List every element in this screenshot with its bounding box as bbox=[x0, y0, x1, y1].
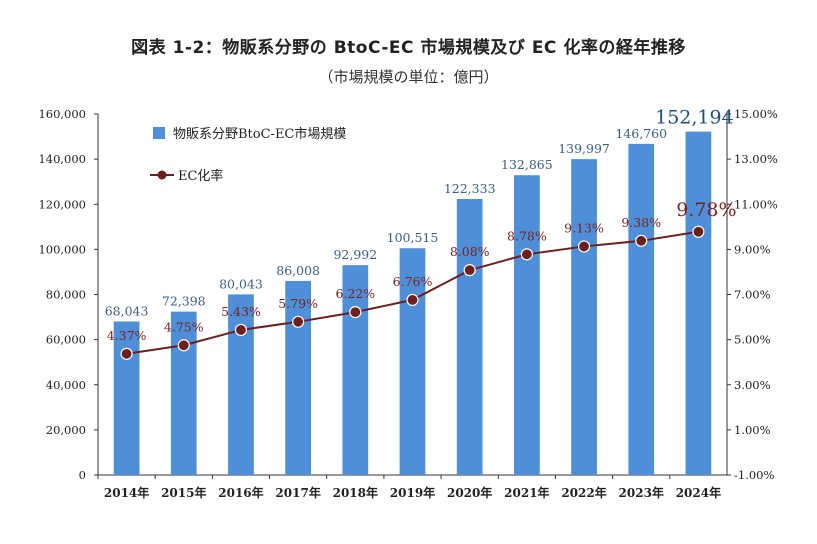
bar-value-label: 152,194 bbox=[655, 107, 734, 129]
ec-rate-label: 5.43% bbox=[221, 304, 261, 319]
ec-rate-point bbox=[406, 293, 419, 307]
ec-rate-label: 8.08% bbox=[450, 244, 490, 259]
legend: 物販系分野BtoC-EC市場規模 EC化率 bbox=[150, 126, 346, 184]
y-right-tick-label: 13.00% bbox=[734, 152, 778, 166]
bar-value-label: 86,008 bbox=[276, 263, 320, 278]
ec-rate-label: 9.38% bbox=[621, 215, 661, 230]
bar bbox=[456, 198, 483, 475]
bar-value-label: 146,760 bbox=[615, 126, 667, 141]
ec-rate-label: 4.75% bbox=[164, 319, 204, 334]
bar bbox=[628, 143, 655, 476]
ec-rate-label: 5.79% bbox=[278, 296, 318, 311]
y-left-tick-label: 140,000 bbox=[38, 152, 86, 166]
ec-rate-label: 6.22% bbox=[335, 286, 375, 301]
bar bbox=[113, 321, 140, 475]
y-left-tick-label: 100,000 bbox=[38, 242, 86, 256]
x-tick-label: 2015年 bbox=[161, 485, 206, 500]
ec-rate-point bbox=[635, 234, 648, 247]
y-right-tick-label: 3.00% bbox=[734, 378, 771, 392]
chart-subtitle: （市場規模の単位：億円） bbox=[318, 68, 499, 86]
x-tick-label: 2014年 bbox=[104, 485, 149, 500]
ec-rate-point bbox=[577, 240, 591, 253]
ec-rate-point bbox=[463, 264, 476, 277]
y-left-tick-label: 120,000 bbox=[38, 197, 86, 211]
ec-rate-point bbox=[292, 315, 305, 328]
bar-value-label: 68,043 bbox=[105, 303, 149, 318]
ec-rate-label: 8.78% bbox=[507, 228, 547, 243]
ec-rate-label: 6.76% bbox=[393, 274, 433, 289]
y-left-tick-label: 80,000 bbox=[46, 288, 86, 302]
x-tick-label: 2020年 bbox=[447, 485, 492, 500]
x-tick-label: 2019年 bbox=[390, 485, 435, 500]
y-left-tick-label: 0 bbox=[79, 468, 86, 482]
bar-value-label: 92,992 bbox=[333, 247, 377, 262]
chart-title: 図表 1-2：物販系分野の BtoC-EC 市場規模及び EC 化率の経年推移 bbox=[131, 38, 686, 58]
data-labels: 68,043 72,398 80,043 86,008 92,992 100,515 122… bbox=[105, 107, 737, 343]
ec-rate-point bbox=[692, 225, 705, 238]
x-tick-label: 2021年 bbox=[504, 485, 549, 500]
ec-rate-point bbox=[520, 248, 533, 261]
bar bbox=[399, 248, 426, 475]
bar-value-label: 80,043 bbox=[219, 276, 263, 291]
y-right-tick-label: 11.00% bbox=[734, 197, 778, 211]
bar-value-label: 132,865 bbox=[501, 157, 553, 172]
chart-axes: 0 20,000 40,000 60,000 80,000 100,000 120,000 1… bbox=[38, 107, 777, 500]
y-right-tick-label: 15.00% bbox=[734, 107, 778, 121]
legend-bar-swatch bbox=[153, 127, 165, 139]
line-series bbox=[120, 225, 705, 360]
bar-value-label: 139,997 bbox=[558, 141, 610, 156]
legend-line-marker bbox=[157, 170, 167, 180]
y-left-tick-label: 160,000 bbox=[38, 107, 86, 121]
y-right-tick-label: 7.00% bbox=[734, 288, 771, 302]
ec-rate-point bbox=[234, 323, 248, 337]
bar bbox=[228, 294, 254, 475]
bar bbox=[685, 131, 712, 475]
y-right-tick-label: 9.00% bbox=[734, 242, 771, 256]
x-tick-label: 2018年 bbox=[333, 485, 378, 500]
bar bbox=[513, 175, 540, 476]
bar-value-label: 100,515 bbox=[387, 230, 439, 245]
ec-rate-label: 9.13% bbox=[564, 220, 604, 235]
x-tick-label: 2016年 bbox=[218, 485, 263, 500]
y-right-tick-label: 5.00% bbox=[734, 333, 771, 347]
bar-value-label: 72,398 bbox=[162, 294, 206, 309]
bar bbox=[342, 265, 369, 475]
legend-line-label: EC化率 bbox=[178, 168, 223, 184]
bar bbox=[571, 159, 597, 475]
x-tick-label: 2017年 bbox=[275, 485, 320, 500]
bar-value-label: 122,333 bbox=[444, 181, 496, 196]
y-right-tick-label: -1.00% bbox=[734, 468, 774, 482]
bar-series bbox=[113, 131, 712, 476]
ec-rate-point bbox=[120, 347, 133, 360]
y-left-tick-label: 40,000 bbox=[46, 378, 86, 392]
legend-bar-label: 物販系分野BtoC-EC市場規模 bbox=[173, 126, 346, 142]
x-tick-label: 2022年 bbox=[561, 485, 606, 500]
ec-rate-label: 4.37% bbox=[107, 328, 147, 343]
ec-rate-label: 9.78% bbox=[676, 199, 736, 221]
y-left-tick-label: 60,000 bbox=[46, 333, 86, 347]
x-tick-label: 2024年 bbox=[676, 485, 721, 500]
ec-rate-point bbox=[177, 339, 190, 352]
x-tick-label: 2023年 bbox=[619, 485, 664, 500]
bar bbox=[170, 311, 197, 475]
ec-rate-point bbox=[349, 305, 362, 319]
y-right-tick-label: 1.00% bbox=[734, 423, 771, 437]
y-left-tick-label: 20,000 bbox=[46, 423, 86, 437]
bar bbox=[285, 280, 312, 475]
